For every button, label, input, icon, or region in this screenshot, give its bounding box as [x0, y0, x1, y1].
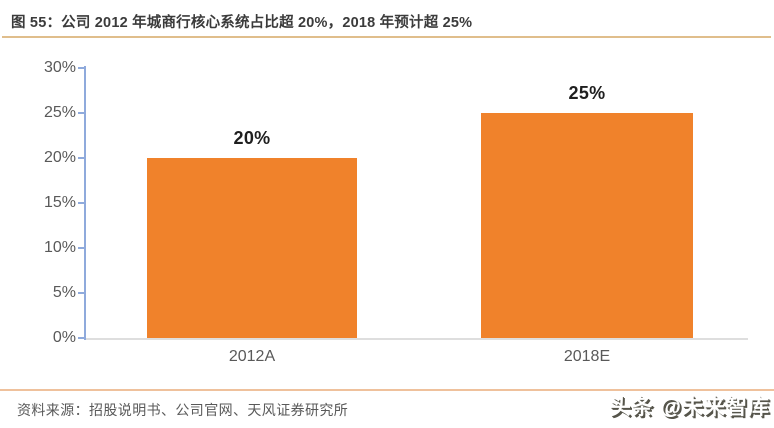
figure-title: 图 55：公司 2012 年城商行核心系统占比超 20%，2018 年预计超 2…: [11, 15, 473, 31]
y-tick-label: 5%: [52, 284, 76, 301]
y-tick-mark: [78, 337, 84, 339]
y-tick-mark: [78, 112, 84, 114]
y-tick-label: 30%: [43, 59, 76, 76]
data-label-2018e: 25%: [568, 83, 606, 103]
bar-2018e: [481, 113, 693, 338]
y-axis-line: [84, 66, 86, 340]
y-tick-mark: [78, 202, 84, 204]
y-tick-mark: [78, 157, 84, 159]
y-tick-label: 10%: [43, 239, 76, 256]
y-tick-label: 20%: [43, 149, 76, 166]
bar-2012a: [147, 158, 357, 338]
watermark-toutiao: 头条 @未来智库: [609, 396, 770, 419]
y-tick-mark: [78, 247, 84, 249]
x-tick-label-2018e: 2018E: [563, 348, 611, 365]
source-note: 资料来源：招股说明书、公司官网、天风证券研究所: [17, 402, 349, 418]
y-tick-label: 25%: [43, 104, 76, 121]
y-tick-mark: [78, 292, 84, 294]
bar-group-2018e: 25%: [481, 83, 693, 338]
x-tick-label-2012a: 2012A: [228, 348, 276, 365]
bar-group-2012a: 20%: [147, 128, 357, 338]
y-tick-label: 15%: [43, 194, 76, 211]
y-tick-mark: [78, 67, 84, 69]
footer-divider: [0, 389, 774, 391]
x-axis-baseline: [86, 338, 748, 340]
title-divider: [2, 36, 771, 38]
data-label-2012a: 20%: [233, 128, 271, 148]
y-tick-label: 0%: [52, 329, 76, 346]
